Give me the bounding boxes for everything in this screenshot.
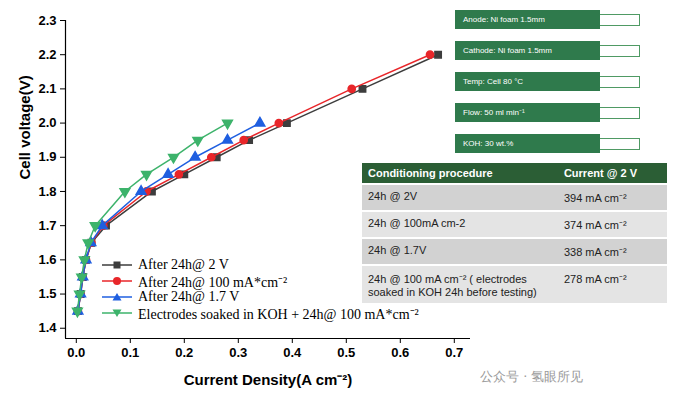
- html-text:After 24h@ 2 V: After 24h@ 2 V: [138, 257, 229, 272]
- svg-text:0.2: 0.2: [175, 345, 193, 360]
- html-text:Anode: Ni foam 1.5mm: Anode: Ni foam 1.5mm: [463, 15, 545, 24]
- svg-text:1.7: 1.7: [38, 218, 56, 233]
- svg-text:1.8: 1.8: [38, 184, 56, 199]
- svg-text:2.3: 2.3: [38, 13, 56, 28]
- svg-text:1.9: 1.9: [38, 149, 56, 164]
- html-text:KOH: 30 wt.%: KOH: 30 wt.%: [463, 139, 514, 148]
- html-text:24h @ 100 mA cm⁻² ( electrodes: 24h @ 100 mA cm⁻² ( electrodes soaked in…: [368, 273, 537, 298]
- svg-text:0.1: 0.1: [121, 345, 139, 360]
- svg-text:1.5: 1.5: [38, 286, 56, 301]
- html-text:24h @ 1.7V: 24h @ 1.7V: [368, 244, 427, 256]
- html-text:394 mA cm⁻²: 394 mA cm⁻²: [563, 192, 627, 204]
- html-text:24h @ 2V: 24h @ 2V: [368, 190, 418, 202]
- html-text:Current @ 2 V: Current @ 2 V: [563, 167, 637, 179]
- html-text:24h @ 100mA cm-2: 24h @ 100mA cm-2: [368, 217, 466, 229]
- svg-text:0.5: 0.5: [337, 345, 355, 360]
- svg-text:0.6: 0.6: [391, 345, 409, 360]
- svg-text:0.0: 0.0: [67, 345, 85, 360]
- svg-text:2.2: 2.2: [38, 47, 56, 62]
- html-text:278 mA cm⁻²: 278 mA cm⁻²: [563, 273, 627, 285]
- svg-text:1.4: 1.4: [38, 320, 57, 335]
- svg-text:0.7: 0.7: [445, 345, 463, 360]
- html-text:Flow: 50 ml min⁻¹: Flow: 50 ml min⁻¹: [463, 108, 525, 117]
- svg-text:2.0: 2.0: [38, 115, 56, 130]
- html-text:Electrodes soaked in KOH + 24h: Electrodes soaked in KOH + 24h@ 100 mA*c…: [138, 306, 419, 322]
- svg-text:0.4: 0.4: [283, 345, 302, 360]
- svg-text:Current Density(A cm⁻²): Current Density(A cm⁻²): [184, 371, 353, 388]
- svg-text:1.6: 1.6: [38, 252, 56, 267]
- html-text:After 24h@ 100 mA*cm⁻²: After 24h@ 100 mA*cm⁻²: [138, 274, 288, 290]
- svg-text:0.3: 0.3: [229, 345, 247, 360]
- svg-text:Cell voltage(V): Cell voltage(V): [16, 75, 33, 179]
- html-text:338 mA cm⁻²: 338 mA cm⁻²: [563, 246, 627, 258]
- html-text:After 24h@ 1.7 V: After 24h@ 1.7 V: [138, 289, 240, 304]
- html-text:Cathode: Ni foam 1.5mm: Cathode: Ni foam 1.5mm: [463, 46, 552, 55]
- html-text:374 mA cm⁻²: 374 mA cm⁻²: [563, 219, 627, 231]
- html-text:公众号 · 氢眼所见: 公众号 · 氢眼所见: [480, 369, 584, 384]
- svg-text:2.1: 2.1: [38, 81, 56, 96]
- html-text:Conditioning procedure: Conditioning procedure: [368, 167, 493, 179]
- html-text:Temp: Cell 80 °C: Temp: Cell 80 °C: [463, 77, 524, 86]
